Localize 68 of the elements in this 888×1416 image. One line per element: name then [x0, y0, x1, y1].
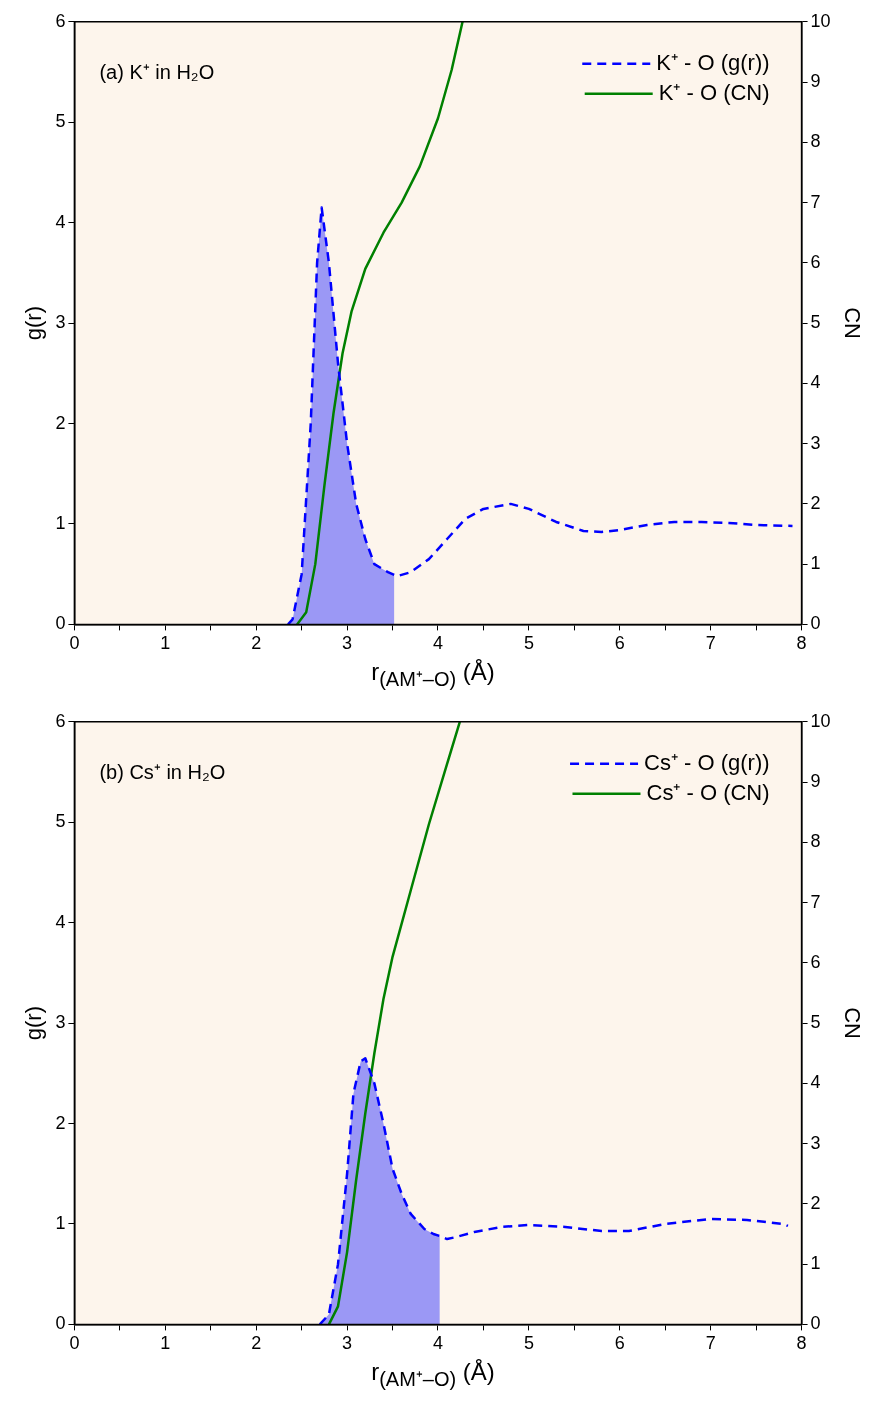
- y2-tick-label: 8: [810, 131, 821, 152]
- x-axis-title: r$_{(AM⁺–O)}$ (Å): [370, 1358, 496, 1392]
- y2-tick-label: 4: [810, 372, 821, 393]
- y2-tick-label: 4: [810, 1072, 821, 1093]
- x-tick-label: 3: [342, 1333, 353, 1354]
- y2-tick-label: 0: [810, 613, 821, 634]
- x-tick-label: 1: [160, 633, 171, 654]
- x-tick-label: 4: [432, 1333, 443, 1354]
- y-axis-title: g(r): [21, 305, 47, 341]
- y-tick-label: 3: [55, 1012, 66, 1033]
- x-tick-label: 2: [251, 633, 262, 654]
- x-tick-label: 7: [705, 633, 716, 654]
- x-tick-label: 0: [69, 1333, 80, 1354]
- y2-tick-label: 9: [810, 71, 821, 92]
- y2-tick-label: 1: [810, 553, 821, 574]
- x-tick-label: 7: [705, 1333, 716, 1354]
- y2-tick-label: 7: [810, 891, 821, 912]
- y2-tick-label: 9: [810, 771, 821, 792]
- y2-tick-label: 0: [810, 1313, 821, 1334]
- y2-tick-label: 3: [810, 432, 821, 453]
- legend-label: Cs⁺ - O (g(r)): [644, 749, 770, 775]
- y2-tick-label: 1: [810, 1253, 821, 1274]
- y-tick-label: 4: [55, 911, 66, 932]
- y2-tick-label: 6: [810, 251, 821, 272]
- legend-label: K⁺ - O (CN): [658, 79, 770, 105]
- y-tick-label: 2: [55, 412, 66, 433]
- y-tick-label: 2: [55, 1112, 66, 1133]
- x-tick-label: 5: [523, 633, 534, 654]
- y-tick-label: 6: [55, 10, 66, 31]
- legend-label: K⁺ - O (g(r)): [656, 49, 770, 75]
- x-tick-label: 4: [432, 633, 443, 654]
- legend-label: Cs⁺ - O (CN): [646, 779, 770, 805]
- y-axis-title: g(r): [21, 1005, 47, 1041]
- x-tick-label: 3: [342, 633, 353, 654]
- x-tick-label: 6: [614, 1333, 625, 1354]
- y2-tick-label: 5: [810, 312, 821, 333]
- line-series: [286, 206, 794, 625]
- y-tick-label: 1: [55, 1212, 66, 1233]
- y2-tick-label: 2: [810, 1192, 821, 1213]
- y2-tick-label: 3: [810, 1132, 821, 1153]
- y2-tick-label: 6: [810, 951, 821, 972]
- y2-tick-label: 5: [810, 1012, 821, 1033]
- y-tick-label: 5: [55, 111, 66, 132]
- y-tick-label: 3: [55, 312, 66, 333]
- y2-tick-label: 10: [810, 710, 831, 731]
- y2-tick-label: 7: [810, 191, 821, 212]
- x-tick-label: 2: [251, 1333, 262, 1354]
- annotation: (a) K⁺ in H₂O: [99, 61, 215, 84]
- y2-tick-label: 10: [810, 10, 831, 31]
- y-tick-label: 0: [55, 613, 66, 634]
- line-series: [318, 1057, 790, 1325]
- x-tick-label: 5: [523, 1333, 534, 1354]
- x-tick-label: 6: [614, 633, 625, 654]
- x-tick-label: 8: [796, 633, 807, 654]
- y-tick-label: 6: [55, 710, 66, 731]
- y-tick-label: 4: [55, 211, 66, 232]
- x-tick-label: 8: [796, 1333, 807, 1354]
- y2-tick-label: 8: [810, 831, 821, 852]
- y2-axis-title: CN: [839, 307, 865, 339]
- y2-axis-title: CN: [839, 1007, 865, 1039]
- x-axis-title: r$_{(AM⁺–O)}$ (Å): [370, 658, 496, 692]
- y2-tick-label: 2: [810, 492, 821, 513]
- y-tick-label: 5: [55, 811, 66, 832]
- y-tick-label: 0: [55, 1313, 66, 1334]
- x-tick-label: 1: [160, 1333, 171, 1354]
- annotation: (b) Cs⁺ in H₂O: [99, 761, 226, 784]
- y-tick-label: 1: [55, 512, 66, 533]
- x-tick-label: 0: [69, 633, 80, 654]
